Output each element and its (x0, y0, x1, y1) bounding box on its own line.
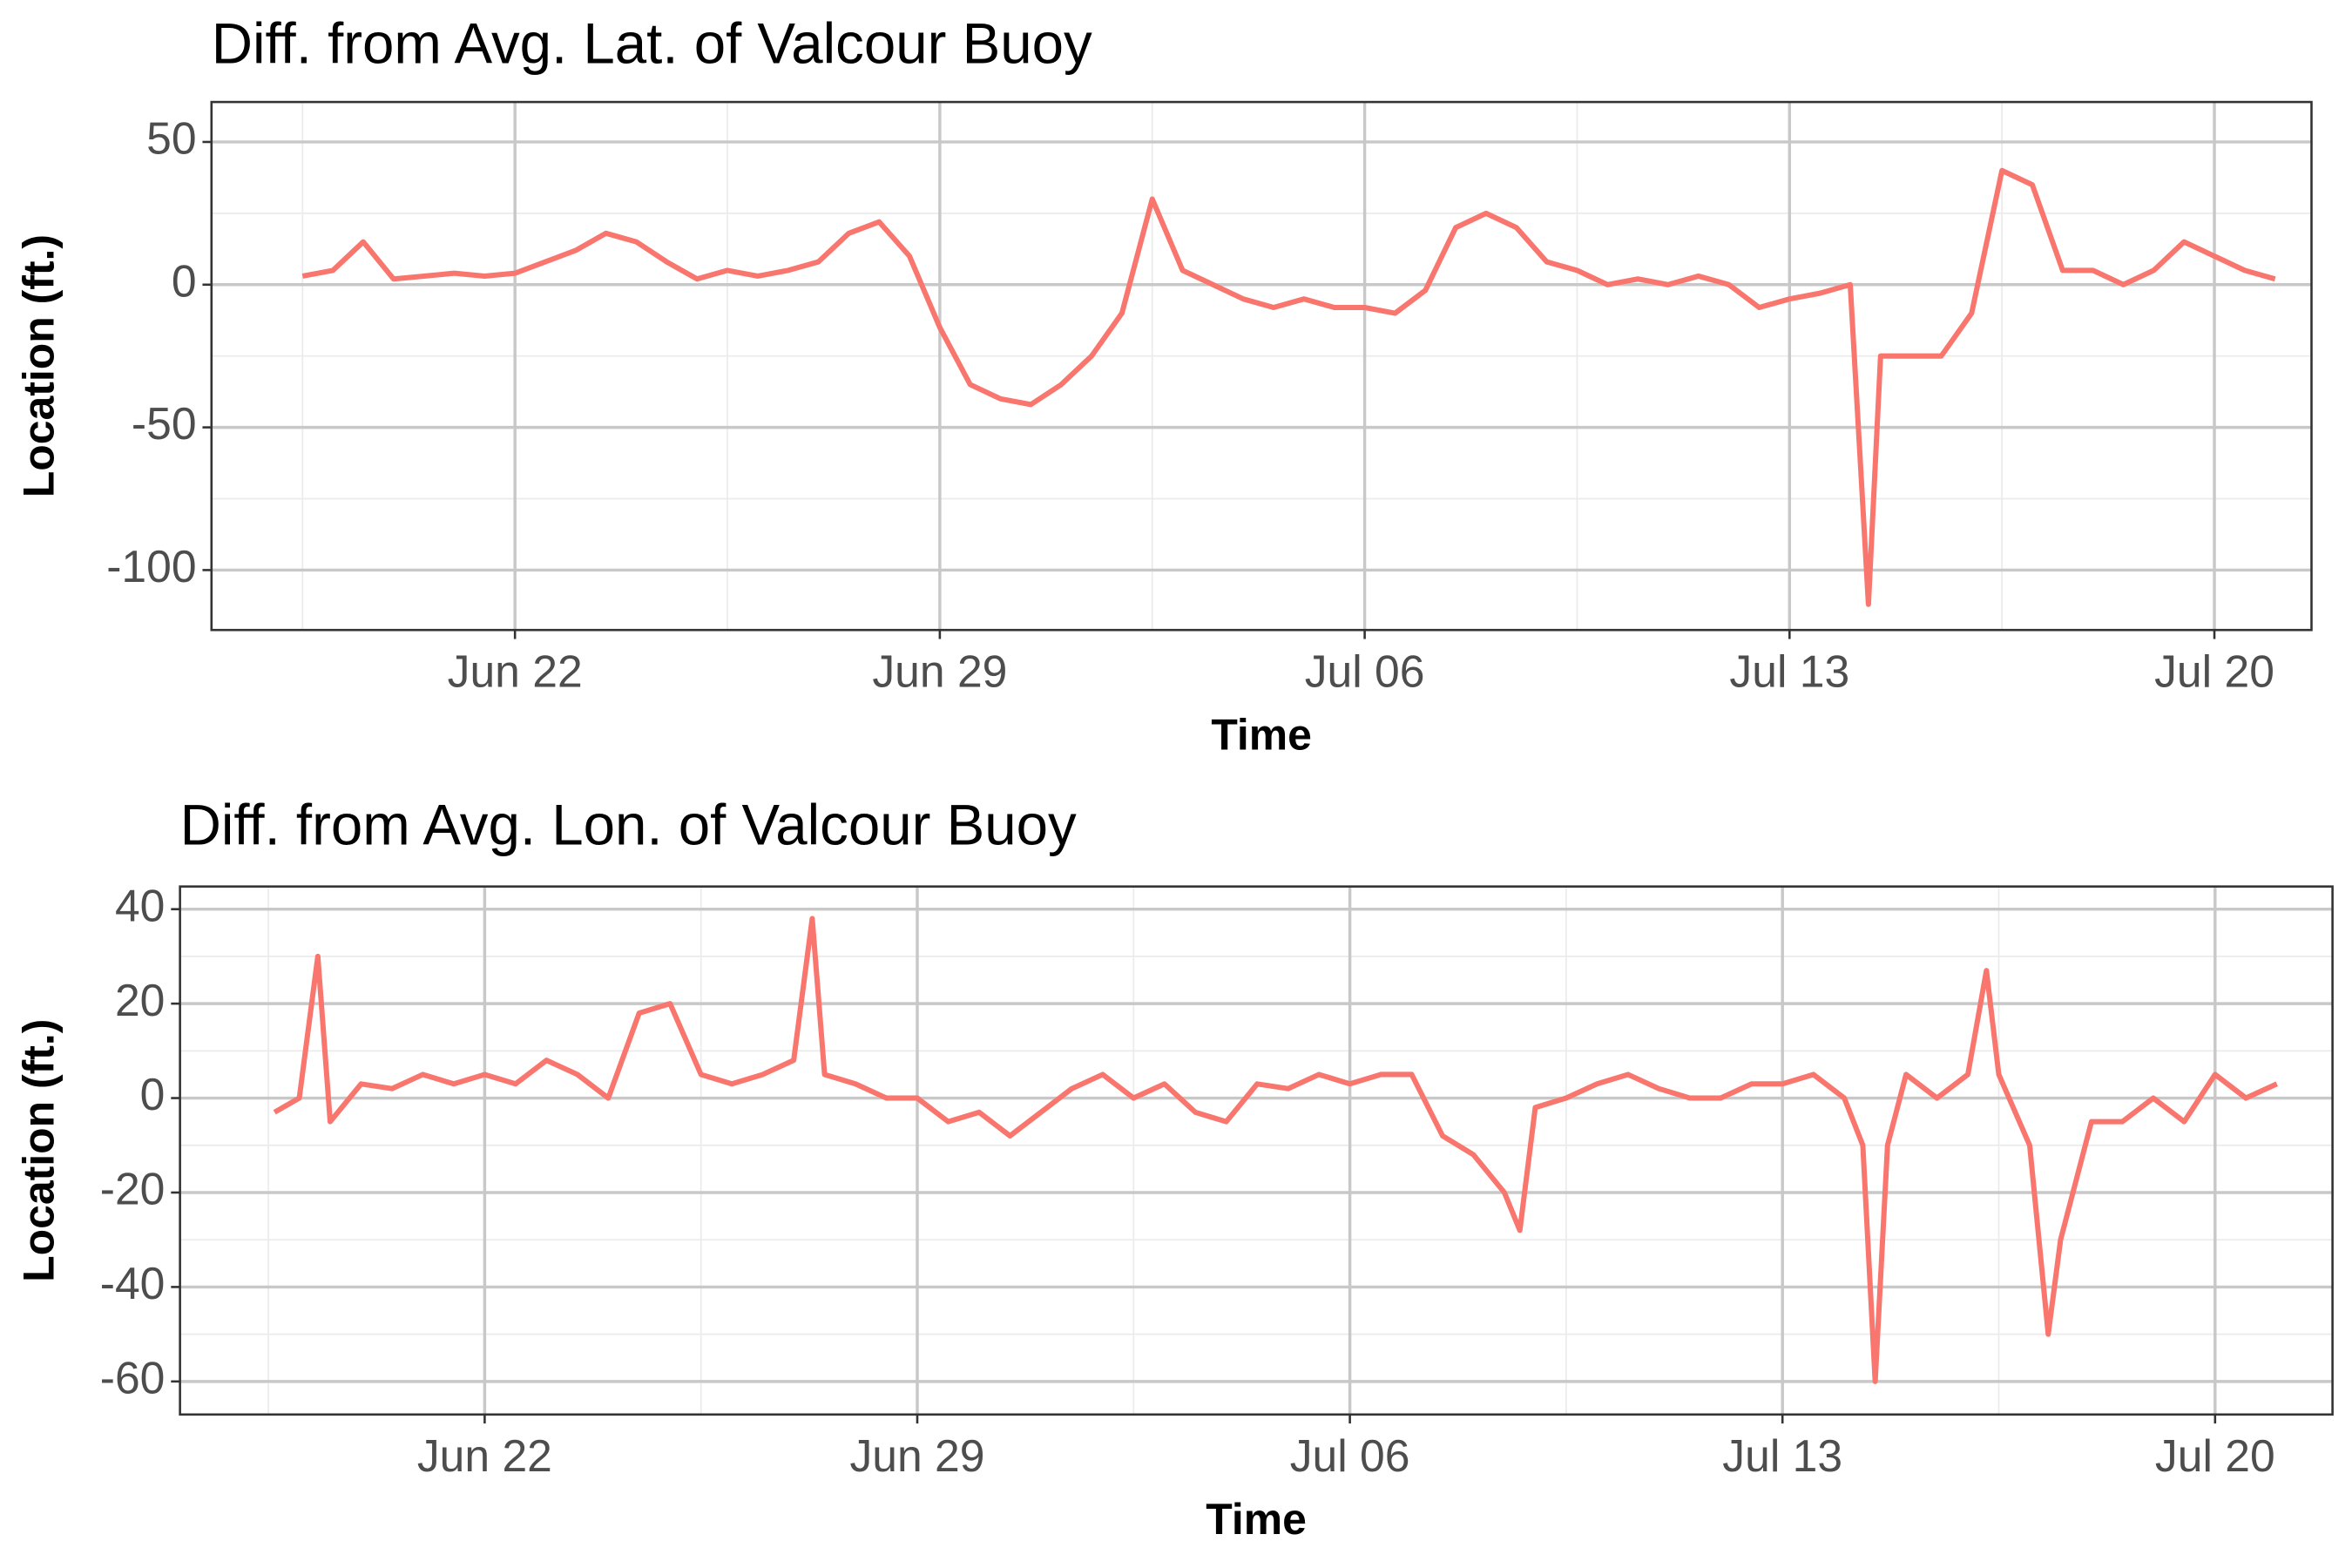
y-tick-label: 0 (172, 255, 197, 306)
x-tick-label: Jul 13 (1729, 646, 1849, 697)
x-tick-label: Jun 22 (448, 646, 583, 697)
y-tick-label: -20 (100, 1164, 166, 1214)
y-tick-label: -60 (100, 1352, 166, 1402)
x-tick-label: Jul 06 (1305, 646, 1425, 697)
x-tick-label: Jul 20 (2154, 646, 2274, 697)
data-line (301, 167, 2276, 607)
x-tick-label: Jun 29 (872, 646, 1007, 697)
x-tick-label: Jun 29 (849, 1430, 984, 1481)
x-tick-label: Jun 22 (417, 1430, 552, 1481)
panel-background (211, 102, 2312, 631)
y-axis-title: Location (ft.) (14, 234, 63, 497)
x-axis-title: Time (1211, 710, 1312, 759)
y-tick-label: -100 (106, 541, 196, 591)
y-tick-label: -40 (100, 1258, 166, 1308)
x-tick-label: Jul 06 (1290, 1430, 1410, 1481)
chart-title: Diff. from Avg. Lat. of Valcour Buoy (212, 11, 1092, 75)
x-tick-label: Jul 13 (1722, 1430, 1842, 1481)
y-tick-label: -50 (132, 398, 197, 449)
panel-border (210, 100, 2313, 632)
data-line (273, 916, 2279, 1384)
panel-background (179, 886, 2333, 1415)
y-tick-label: 50 (146, 113, 196, 164)
panel-border (179, 885, 2334, 1416)
y-axis-title: Location (ft.) (14, 1019, 63, 1282)
x-tick-label: Jul 20 (2155, 1430, 2275, 1481)
y-tick-label: 0 (140, 1069, 166, 1119)
y-tick-label: 40 (115, 880, 165, 930)
x-axis-title: Time (1206, 1495, 1307, 1544)
chart-title: Diff. from Avg. Lon. of Valcour Buoy (180, 794, 1077, 857)
y-tick-label: 20 (115, 975, 165, 1025)
